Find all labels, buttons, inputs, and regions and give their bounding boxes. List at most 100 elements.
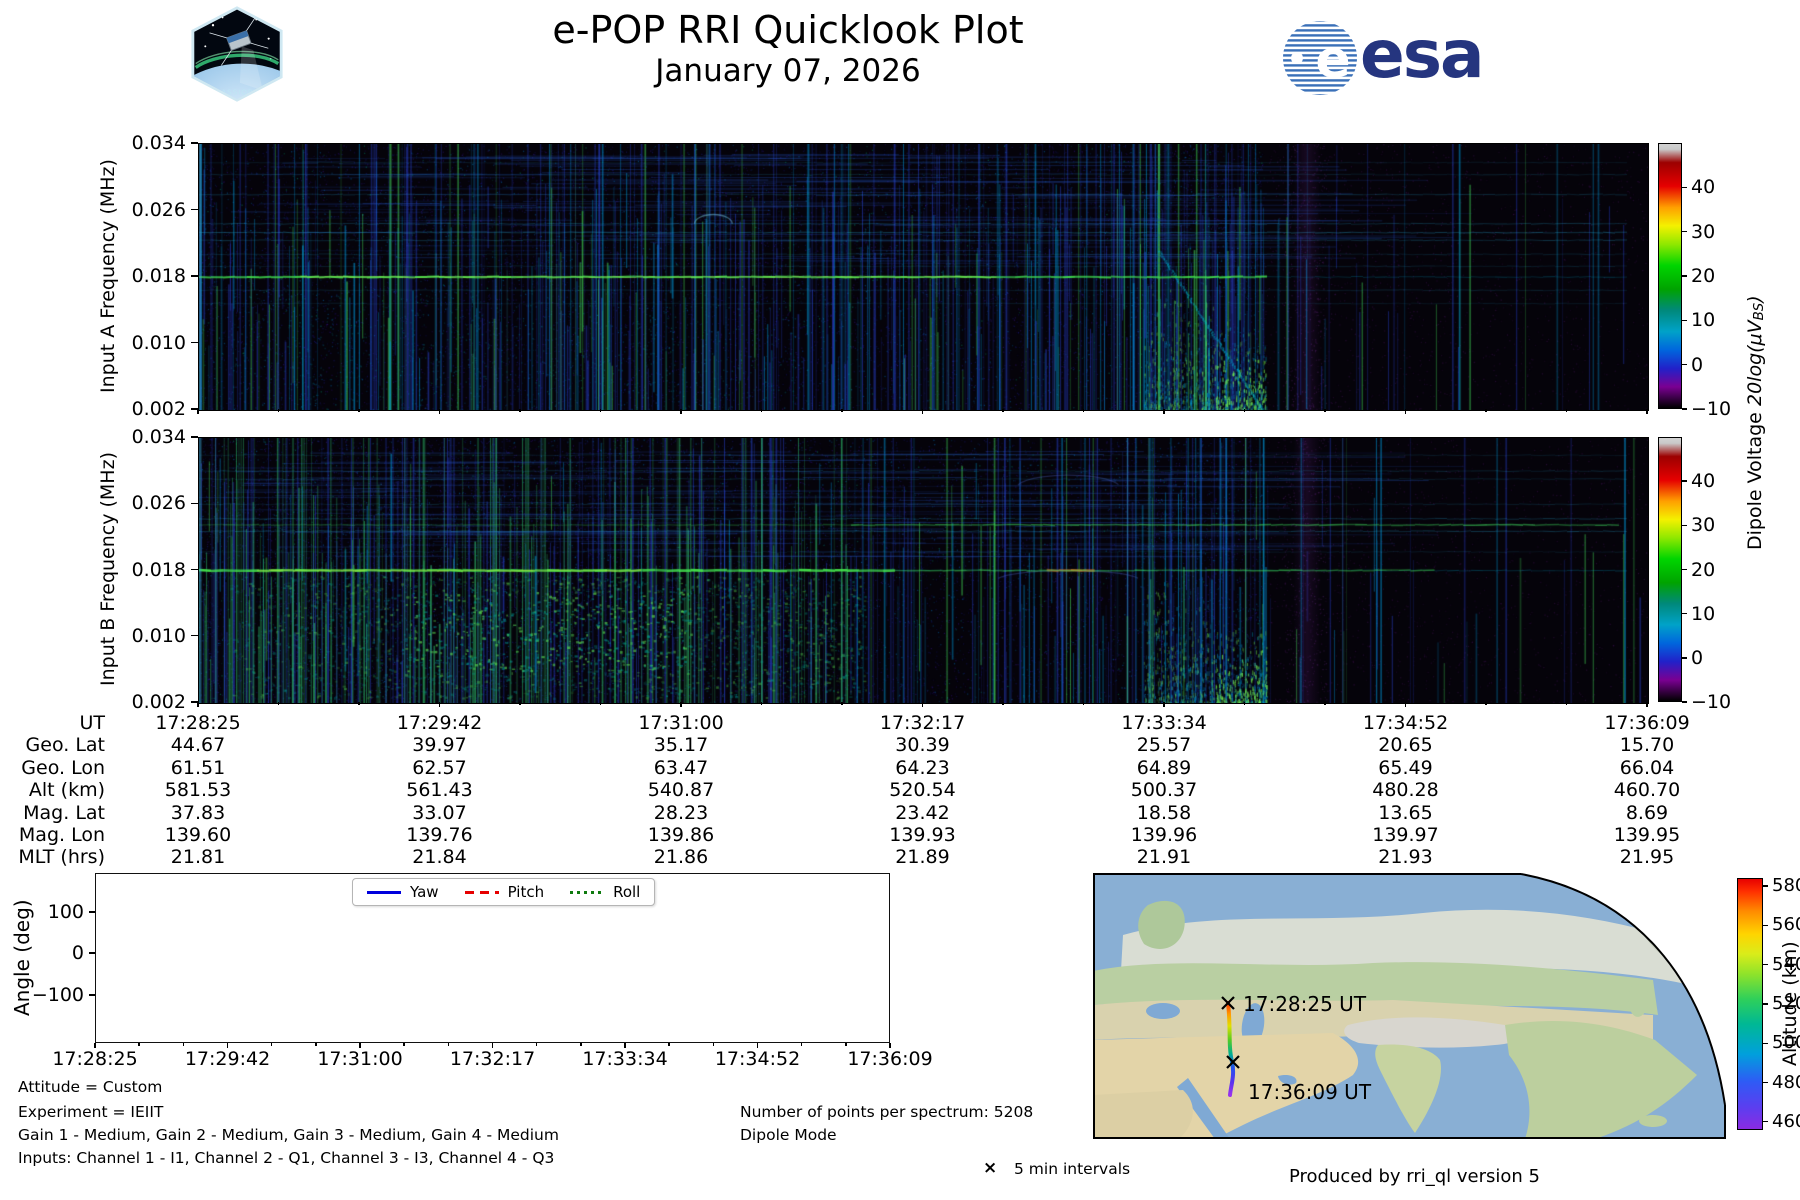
- colorbar-b-tick: [1682, 480, 1687, 482]
- ephemeris-value: 139.86: [647, 824, 715, 846]
- ephemeris-value: 61.51: [170, 757, 226, 779]
- pitch-line-icon: [464, 890, 499, 894]
- colorbar-b-tick-label: 40: [1691, 470, 1716, 493]
- colorbar-a-tick-label: 30: [1691, 220, 1716, 243]
- cassiope-label: CASSIOPE: [215, 87, 258, 96]
- panel-a-freq-tick-label: 0.002: [131, 398, 186, 420]
- ephemeris-value: 23.42: [895, 802, 950, 824]
- altitude-colorbar-tick: [1763, 924, 1768, 926]
- ephemeris-value: 21.84: [412, 846, 467, 868]
- angle-x-tick: [94, 1043, 96, 1048]
- ephemeris-value: 460.70: [1613, 779, 1681, 801]
- altitude-colorbar-tick: [1763, 885, 1768, 887]
- ephemeris-value: 30.39: [895, 734, 950, 756]
- satellite-graphic: [209, 15, 269, 66]
- panel-b-freq-tick-label: 0.010: [131, 624, 186, 647]
- ephemeris-row-label: UT: [79, 712, 105, 734]
- panel-b-freq-tick-label: 0.026: [131, 492, 186, 515]
- angle-y-tick: [89, 994, 95, 996]
- panel-b-y-tick: [191, 635, 198, 637]
- panel-b-y-tick: [191, 436, 198, 438]
- ephemeris-value: 18.58: [1136, 802, 1192, 824]
- roll-label: Roll: [613, 883, 641, 901]
- ephemeris-value: 33.07: [412, 802, 467, 824]
- ephemeris-value: 581.53: [164, 779, 232, 801]
- ephemeris-value: 8.69: [1625, 802, 1669, 824]
- ephemeris-value: 139.97: [1372, 824, 1439, 846]
- pitch-label: Pitch: [507, 883, 545, 901]
- colorbar-b-tick: [1682, 524, 1687, 527]
- panel-a-x-tick: [1485, 409, 1487, 412]
- panel-b-x-tick: [841, 702, 843, 705]
- panel-a-x-tick: [921, 409, 924, 414]
- colorbar-b-tick-label: 30: [1691, 514, 1716, 537]
- ephemeris-value: 540.87: [647, 779, 715, 801]
- panel-b-x-tick: [438, 702, 441, 707]
- colorbar-panel-b: [1658, 437, 1682, 702]
- ephemeris-row-label: Geo. Lat: [25, 734, 105, 756]
- angle-y-tick-label: 100: [47, 901, 84, 923]
- panel-a-x-tick: [1163, 409, 1165, 414]
- ephemeris-row-label: Alt (km): [28, 779, 105, 801]
- altitude-colorbar-label: Altitude (km): [1779, 941, 1800, 1067]
- ephemeris-value: 37.83: [170, 802, 226, 824]
- panel-a-x-tick: [197, 409, 199, 414]
- colorbar-b-tick: [1682, 657, 1687, 659]
- colorbar-a-tick: [1682, 363, 1687, 366]
- ephemeris-value: 21.91: [1136, 846, 1192, 868]
- panel-b-x-tick: [599, 702, 602, 705]
- gains-note: Gain 1 - Medium, Gain 2 - Medium, Gain 3…: [18, 1126, 559, 1144]
- panel-b-x-tick: [358, 702, 360, 705]
- mode-note: Dipole Mode: [740, 1126, 837, 1144]
- angle-x-tick: [624, 1043, 626, 1048]
- panel-a-x-tick: [1646, 409, 1648, 414]
- panel-b-x-tick: [1002, 702, 1004, 705]
- panel-a-x-tick: [519, 409, 521, 412]
- ephemeris-value: 139.60: [164, 824, 232, 846]
- panel-b-x-tick: [1163, 702, 1165, 707]
- colorbar-b-tick-label: 10: [1691, 602, 1716, 625]
- ephemeris-value: 17:31:00: [638, 712, 724, 734]
- colorbar-b-tick: [1682, 612, 1687, 615]
- ephemeris-value: 17:36:09: [1604, 712, 1690, 734]
- legend-item-pitch: Pitch: [464, 883, 545, 901]
- ephemeris-value: 64.89: [1136, 757, 1192, 779]
- panel-a-freq-tick-label: 0.010: [131, 331, 186, 354]
- ephemeris-value: 17:33:34: [1121, 712, 1207, 734]
- panel-b-x-tick: [680, 702, 682, 707]
- ephemeris-value: 28.23: [653, 802, 709, 824]
- panel-a-x-tick: [680, 409, 682, 414]
- colorbar-a-tick-label: −10: [1691, 398, 1732, 420]
- panel-a-y-tick: [191, 208, 198, 211]
- ephemeris-value: 62.57: [412, 757, 467, 779]
- ephemeris-value: 65.49: [1378, 757, 1433, 779]
- colorbar-a-tick-label: 0: [1691, 353, 1704, 376]
- ephemeris-value: 20.65: [1378, 734, 1433, 756]
- ephemeris-value: 561.43: [406, 779, 473, 801]
- colorbar-b-tick: [1682, 701, 1687, 703]
- altitude-colorbar-tick-label: 480: [1772, 1071, 1800, 1093]
- interval-marker-icon: ×: [983, 1158, 998, 1178]
- ephemeris-value: 21.81: [170, 846, 226, 868]
- legend-item-roll: Roll: [570, 883, 640, 901]
- altitude-colorbar-tick: [1763, 1081, 1768, 1084]
- panel-b-x-tick: [921, 702, 924, 707]
- page-date: January 07, 2026: [655, 53, 921, 89]
- panel-b-x-tick: [1082, 702, 1085, 705]
- angle-x-tick: [491, 1043, 494, 1048]
- ephemeris-value: 139.76: [406, 824, 473, 846]
- track-start-time: 17:28:25 UT: [1243, 992, 1367, 1016]
- panel-a-x-tick: [1243, 409, 1246, 412]
- angle-x-tick-label: 17:33:34: [582, 1048, 668, 1070]
- ephemeris-value: 17:29:42: [396, 712, 483, 734]
- altitude-colorbar-tick-label: 560: [1772, 914, 1800, 936]
- angle-y-tick-label: 0: [71, 942, 84, 964]
- ephemeris-value: 63.47: [653, 757, 709, 779]
- inputs-note: Inputs: Channel 1 - I1, Channel 2 - Q1, …: [18, 1149, 555, 1167]
- angle-x-tick-label: 17:34:52: [714, 1048, 801, 1070]
- panel-b-x-tick: [519, 702, 521, 705]
- panel-a-x-tick: [1565, 409, 1568, 412]
- panel-b-x-tick: [1565, 702, 1568, 705]
